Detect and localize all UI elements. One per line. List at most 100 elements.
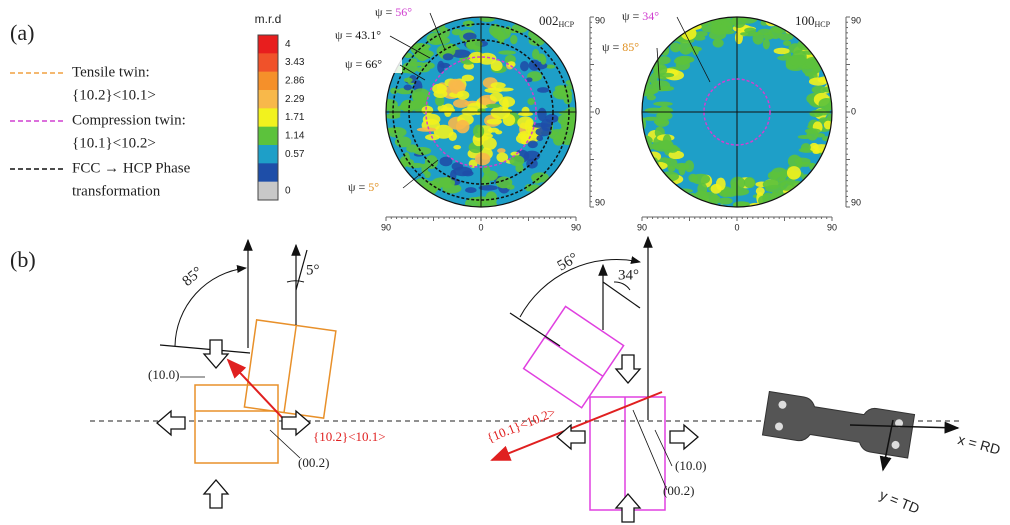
annotation-box	[345, 180, 405, 196]
intensity-blob	[757, 28, 772, 36]
psi-symbol: ψ =	[345, 57, 363, 71]
intensity-blob	[653, 166, 663, 176]
intensity-blob	[540, 55, 547, 65]
psi-annotation: ψ = 66°	[345, 57, 382, 71]
intensity-blob	[442, 53, 454, 61]
load-arrows	[156, 339, 699, 523]
legend: Tensile twin: {10.2}<10.1> Compression twi…	[10, 64, 191, 199]
intensity-blob	[462, 32, 477, 41]
intensity-blob	[527, 140, 538, 149]
colorbar-frame	[257, 34, 279, 201]
ruler-label: 90	[381, 222, 391, 232]
intensity-blob	[824, 106, 832, 112]
colorbar-title: m.r.d	[255, 12, 282, 26]
intensity-blob	[422, 113, 441, 125]
intensity-blob	[830, 89, 832, 103]
intensity-blob	[693, 35, 706, 41]
intensity-blob	[682, 23, 702, 31]
intensity-blob	[416, 127, 437, 132]
panel-label: (a)	[10, 20, 34, 45]
ruler-label: 90	[851, 15, 861, 25]
intensity-blob	[520, 134, 528, 145]
colorbar-tick-label: 0	[285, 185, 291, 196]
colorbar-tick-label: 0.57	[285, 149, 305, 160]
intensity-blob	[424, 155, 438, 169]
angle-label: 56°	[555, 250, 581, 274]
plane-label: (10.0)	[675, 458, 706, 473]
compression-schematic	[490, 235, 673, 511]
intensity-blob	[653, 63, 668, 76]
title-index: 002	[539, 13, 559, 28]
intensity-blob	[448, 131, 457, 142]
legend-label: {10.2}<10.1>	[72, 87, 156, 103]
colorbar-block	[258, 181, 278, 201]
intensity-blob	[474, 152, 491, 166]
intensity-blob	[653, 101, 673, 106]
intensity-blob	[770, 167, 788, 182]
intensity-blob	[390, 87, 398, 95]
intensity-blob	[665, 157, 678, 169]
psi-ring	[425, 56, 537, 168]
intensity-blob	[643, 88, 659, 95]
pole-outline	[641, 16, 833, 208]
intensity-blob	[453, 144, 462, 150]
ruler-label: 0	[595, 106, 600, 116]
intensity-blob	[456, 90, 470, 100]
intensity-blob	[421, 105, 434, 115]
intensity-blob	[564, 114, 576, 126]
twin-grain	[522, 305, 625, 409]
intensity-blob	[695, 31, 708, 37]
colorbar-block	[258, 35, 278, 54]
intensity-blob	[485, 103, 501, 109]
axis-label: y = TD	[877, 486, 921, 516]
angle-label: 5°	[306, 262, 320, 278]
psi-symbol: ψ =	[602, 40, 620, 54]
intensity-blob	[411, 88, 431, 102]
intensity-blob	[517, 111, 534, 117]
legend-label: Tensile twin:	[72, 64, 150, 80]
intensity-blob	[465, 187, 477, 194]
psi-value: 66°	[365, 57, 382, 71]
intensity-blob	[796, 161, 814, 167]
intensity-blob	[786, 166, 801, 180]
ruler-label: 0	[734, 222, 739, 232]
intensity-blob	[466, 38, 483, 50]
panel-label: (b)	[10, 247, 36, 272]
intensity-blob	[809, 110, 823, 118]
intensity-blob	[656, 111, 673, 121]
annotation-box	[599, 40, 659, 56]
intensity-blob	[643, 116, 661, 121]
colorbar-block	[258, 108, 278, 127]
load-arrow	[202, 479, 230, 509]
psi-annotation: ψ = 43.1°	[335, 28, 381, 42]
intensity-blob	[479, 17, 496, 23]
annotation-leader	[402, 159, 439, 189]
ruler-label: 90	[851, 197, 861, 207]
annotation-box	[332, 28, 392, 44]
psi-symbol: ψ =	[348, 180, 366, 194]
intensity-blob	[433, 89, 448, 99]
intensity-blob	[712, 38, 724, 48]
intensity-blob	[439, 156, 453, 167]
intensity-blob	[403, 84, 412, 91]
twin-system-label: {10.1}<10.2>	[485, 404, 558, 445]
intensity-blob	[762, 38, 770, 50]
intensity-blob	[526, 77, 533, 83]
intensity-blob	[537, 87, 550, 93]
intensity-blob	[435, 95, 445, 107]
intensity-blob	[667, 165, 676, 172]
intensity-blob	[755, 187, 765, 196]
ruler-label: 90	[637, 222, 647, 232]
psi-symbol: ψ =	[335, 28, 353, 42]
psi-symbol: ψ =	[375, 5, 393, 19]
intensity-blob	[386, 127, 407, 138]
annotation-leader	[656, 47, 661, 91]
ruler-label: 90	[571, 222, 581, 232]
title-index: 100	[795, 13, 815, 28]
title-subscript: HCP	[559, 20, 575, 29]
intensity-blob	[730, 181, 739, 193]
psi-value: 56°	[395, 5, 412, 19]
